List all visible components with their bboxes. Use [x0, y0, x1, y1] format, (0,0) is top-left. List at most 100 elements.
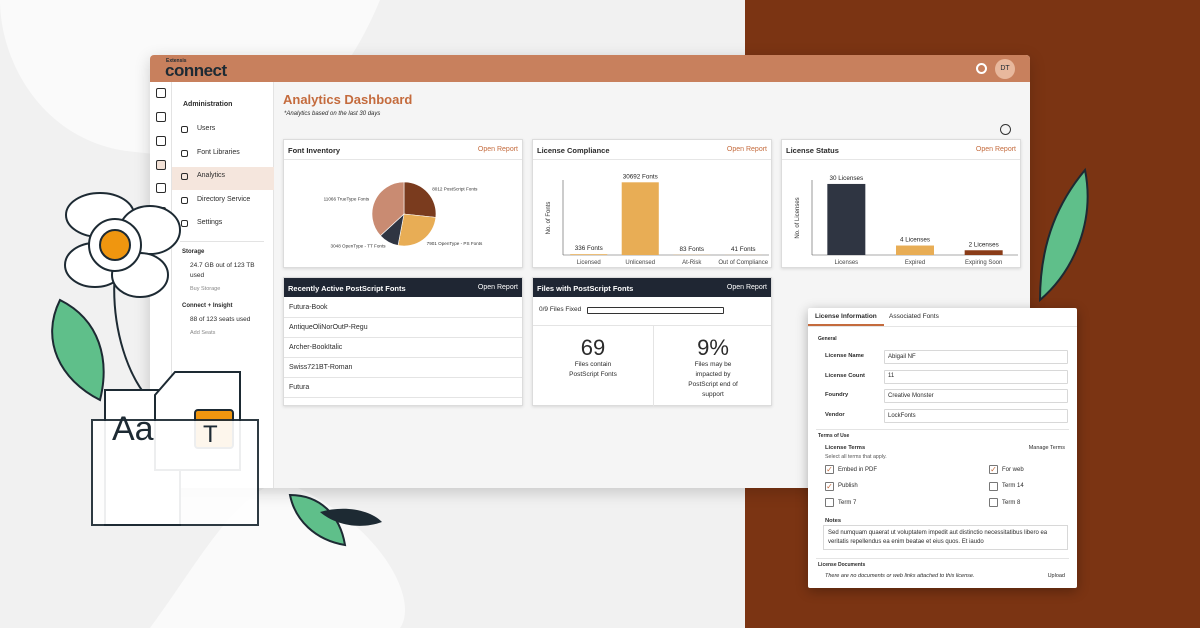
card-divider: [284, 159, 522, 160]
chart-menu[interactable]: [1000, 124, 1011, 135]
card-header: [284, 278, 522, 297]
section-divider: [816, 429, 1069, 430]
insight-text: 88 of 123 seats used: [190, 316, 251, 323]
recent-fonts-card: Recently Active PostScript Fonts Open Rep…: [283, 277, 523, 406]
notes-box: Sed numquam quaerat ut voluptatem impedi…: [823, 525, 1068, 550]
rail-icon[interactable]: [156, 183, 166, 193]
font-name[interactable]: Futura-Book: [289, 304, 328, 311]
card-title: Font Inventory: [288, 146, 341, 155]
field-value: Creative Monster: [888, 392, 934, 399]
field-label: License Terms: [825, 445, 866, 451]
divider: [180, 241, 264, 242]
nav-icon: [181, 196, 188, 204]
nav-item[interactable]: Users: [197, 125, 216, 132]
brand-small: Extensis: [166, 58, 187, 64]
nav-item[interactable]: Analytics: [197, 172, 226, 179]
data-label: 8012 PostScript Fonts: [432, 186, 478, 191]
dashboard-title: Analytics Dashboard: [283, 92, 413, 107]
chart-card: Font Inventory Open Report 8012 PostScript…: [283, 139, 523, 268]
open-report-link[interactable]: Open Report: [975, 146, 1016, 153]
nav-item[interactable]: Settings: [197, 219, 223, 226]
checkbox-label: Term 8: [1002, 499, 1021, 506]
checkbox[interactable]: ✓: [989, 465, 998, 474]
section-divider: [816, 558, 1069, 559]
checkbox-label: Publish: [838, 483, 858, 489]
data-label: 83 Fonts: [679, 246, 704, 253]
docs-text: There are no documents or web links atta…: [825, 573, 975, 579]
font-name[interactable]: Archer-BookItalic: [289, 344, 343, 351]
rail-icon[interactable]: [156, 112, 166, 122]
checkbox[interactable]: ✓: [825, 465, 834, 474]
avatar[interactable]: DT: [995, 59, 1015, 79]
nav-icon: [181, 173, 188, 180]
x-tick-label: At-Risk: [682, 260, 702, 266]
checkbox-label: For web: [1002, 466, 1024, 473]
open-report-link[interactable]: Open Report: [477, 284, 518, 291]
nav-icon: [181, 126, 188, 133]
bar: [621, 182, 659, 255]
bg-shape: [150, 480, 405, 628]
open-report-link[interactable]: Open Report: [726, 146, 767, 153]
files-card: Files with PostScript Fonts Open Report 0/…: [532, 277, 772, 407]
license-panel: License Information Associated Fonts Gener…: [808, 308, 1077, 588]
x-tick-label: Out of Compliance: [718, 260, 768, 266]
manage-link[interactable]: Manage Terms: [1028, 445, 1065, 451]
upload-button[interactable]: Upload: [1047, 573, 1065, 579]
tab-underline: [808, 324, 884, 326]
open-report-link[interactable]: Open Report: [726, 284, 767, 291]
tab-divider: [808, 326, 1077, 327]
app-window: Extensis connect DT Administration Users Font…: [150, 55, 1030, 488]
field-value: LockFonts: [888, 412, 916, 419]
tab[interactable]: Associated Fonts: [889, 313, 939, 320]
checkbox[interactable]: [989, 498, 998, 507]
rail-icon[interactable]: [156, 160, 166, 170]
pie-slice: [403, 181, 437, 218]
field-input[interactable]: [884, 369, 1068, 384]
y-axis-label: No. of Licenses: [795, 197, 801, 238]
bar: [964, 250, 1003, 255]
font-name[interactable]: Futura: [289, 384, 310, 391]
section-title: License Documents: [818, 562, 866, 568]
chart: No. of Licenses 30 Licenses Licenses 4 Lice…: [795, 175, 1018, 266]
card-title: Files with PostScript Fonts: [537, 284, 634, 293]
font-row: [284, 338, 522, 358]
stat-text: Files may be impacted by PostScript end …: [688, 361, 738, 398]
refresh-button[interactable]: [976, 63, 987, 74]
field-value: 11: [888, 373, 895, 380]
nav-title: Administration: [183, 101, 233, 108]
dashboard-subtitle: *Analytics based on the last 30 days: [284, 111, 381, 117]
nav-icon: [181, 220, 188, 227]
field-input[interactable]: [884, 389, 1068, 404]
storage-link[interactable]: Buy Storage: [190, 286, 221, 292]
nav-item[interactable]: Font Libraries: [197, 148, 240, 156]
field-input[interactable]: [884, 350, 1068, 364]
insight-title: Connect + Insight: [182, 303, 233, 309]
open-report-link[interactable]: Open Report: [477, 146, 518, 153]
bar: [827, 183, 866, 255]
card-title: Recently Active PostScript Fonts: [288, 284, 406, 293]
font-name[interactable]: AntiqueOliNorOutP-Regu: [289, 324, 368, 331]
rail-icon[interactable]: [156, 88, 166, 98]
nav-item[interactable]: Directory Service: [197, 195, 251, 203]
tab[interactable]: License Information: [815, 313, 877, 320]
x-tick-label: Expired: [905, 260, 925, 266]
rail-icon[interactable]: [156, 136, 166, 146]
checkbox[interactable]: ✓: [825, 481, 834, 491]
field-input[interactable]: [884, 409, 1068, 424]
checkbox[interactable]: [989, 481, 998, 491]
data-label: 336 Fonts: [575, 245, 603, 252]
checkbox[interactable]: [825, 498, 834, 507]
font-name[interactable]: Swiss721BT-Roman: [289, 364, 353, 371]
y-axis-label: No. of Fonts: [546, 202, 552, 235]
field-label: License Count: [825, 372, 865, 379]
data-label: 2 Licenses: [969, 241, 999, 248]
card-title: License Compliance: [537, 146, 610, 155]
data-label: 30 Licenses: [830, 175, 864, 182]
bar: [896, 245, 934, 255]
x-tick-label: Unlicensed: [625, 260, 655, 266]
insight-link[interactable]: Add Seats: [190, 330, 216, 336]
rail-icon[interactable]: [156, 207, 166, 217]
card-header: [533, 278, 771, 297]
pie-slice: [397, 213, 437, 247]
hint: Select all terms that apply.: [825, 454, 887, 460]
